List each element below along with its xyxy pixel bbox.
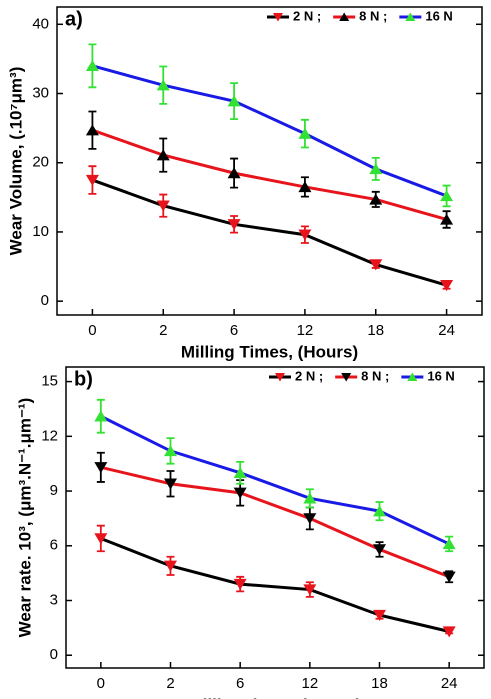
series-line [100, 414, 450, 546]
x-tick-label: 6 [230, 322, 238, 339]
legend-label: 8 N ; [359, 8, 387, 23]
x-tick-label: 24 [441, 675, 458, 692]
y-tick-label: 3 [50, 591, 58, 608]
x-tick-label: 12 [297, 322, 314, 339]
y-tick-label: 20 [32, 154, 49, 171]
marker [369, 163, 383, 175]
marker [442, 571, 456, 583]
marker [440, 213, 454, 225]
y-tick-label: 0 [41, 292, 49, 309]
legend-label: 16 N [425, 8, 452, 23]
legend-label: 2 N ; [293, 8, 321, 23]
legend-label: 8 N ; [361, 368, 389, 383]
marker [298, 127, 312, 139]
y-tick-label: 0 [50, 646, 58, 663]
legend-marker [275, 373, 285, 382]
x-tick-label: 12 [301, 675, 318, 692]
marker [440, 280, 454, 292]
series-line [100, 537, 450, 633]
x-tick-label: 2 [166, 675, 174, 692]
legend-marker [341, 373, 352, 382]
x-tick-label: 0 [88, 322, 96, 339]
marker [227, 219, 241, 231]
plot-frame [56, 6, 483, 316]
x-tick-label: 18 [367, 322, 384, 339]
marker [227, 95, 241, 107]
marker [164, 445, 177, 457]
marker [373, 505, 386, 517]
series-line [100, 465, 450, 579]
marker [442, 538, 456, 550]
marker [94, 462, 108, 474]
panel-label: b) [74, 368, 93, 390]
legend-marker [405, 12, 416, 21]
marker [373, 609, 386, 621]
legend-marker [339, 12, 350, 21]
x-tick-label: 24 [438, 322, 455, 339]
marker [164, 560, 177, 572]
y-tick-label: 10 [32, 223, 49, 240]
marker [164, 478, 177, 490]
marker [233, 487, 247, 499]
y-tick-label: 9 [50, 482, 58, 499]
marker [303, 584, 317, 596]
marker [369, 259, 383, 271]
x-tick-label: 2 [159, 322, 167, 339]
y-tick-label: 15 [41, 373, 58, 390]
marker [303, 513, 317, 525]
x-tick-label: 0 [97, 675, 105, 692]
panel-label: a) [65, 8, 83, 30]
marker [85, 59, 99, 72]
marker [373, 544, 386, 556]
marker [369, 193, 383, 205]
y-axis-label: Wear rate. 10³, (μm³.N⁻¹.μm⁻¹) [15, 398, 34, 638]
marker [303, 492, 317, 504]
marker [94, 533, 108, 545]
legend-marker [273, 13, 283, 22]
marker [298, 181, 312, 193]
legend-marker [407, 372, 418, 381]
marker [85, 124, 99, 136]
marker [156, 200, 170, 212]
marker [156, 79, 170, 91]
legend-label: 16 N [427, 368, 454, 383]
marker [442, 626, 456, 638]
series-line [92, 64, 448, 198]
plot-frame [65, 366, 485, 669]
x-axis-label: Milling Times, (Hours) [181, 342, 358, 361]
y-tick-label: 30 [32, 84, 49, 101]
legend-label: 2 N ; [295, 368, 323, 383]
marker [440, 190, 454, 202]
marker [233, 466, 247, 479]
y-tick-label: 40 [32, 15, 49, 32]
series-line [91, 128, 447, 221]
y-tick-label: 6 [50, 537, 58, 554]
marker [298, 229, 312, 241]
x-axis-label: Milling times, (Hours) [189, 695, 362, 699]
marker [94, 410, 108, 422]
x-tick-label: 18 [371, 675, 388, 692]
y-tick-label: 12 [41, 427, 58, 444]
y-axis-label: Wear Volume, (.10⁷μm³) [6, 67, 25, 256]
series-line [91, 178, 448, 287]
marker [156, 149, 170, 161]
marker [227, 167, 241, 179]
marker [85, 174, 99, 186]
x-tick-label: 6 [236, 675, 244, 692]
marker [233, 578, 247, 590]
